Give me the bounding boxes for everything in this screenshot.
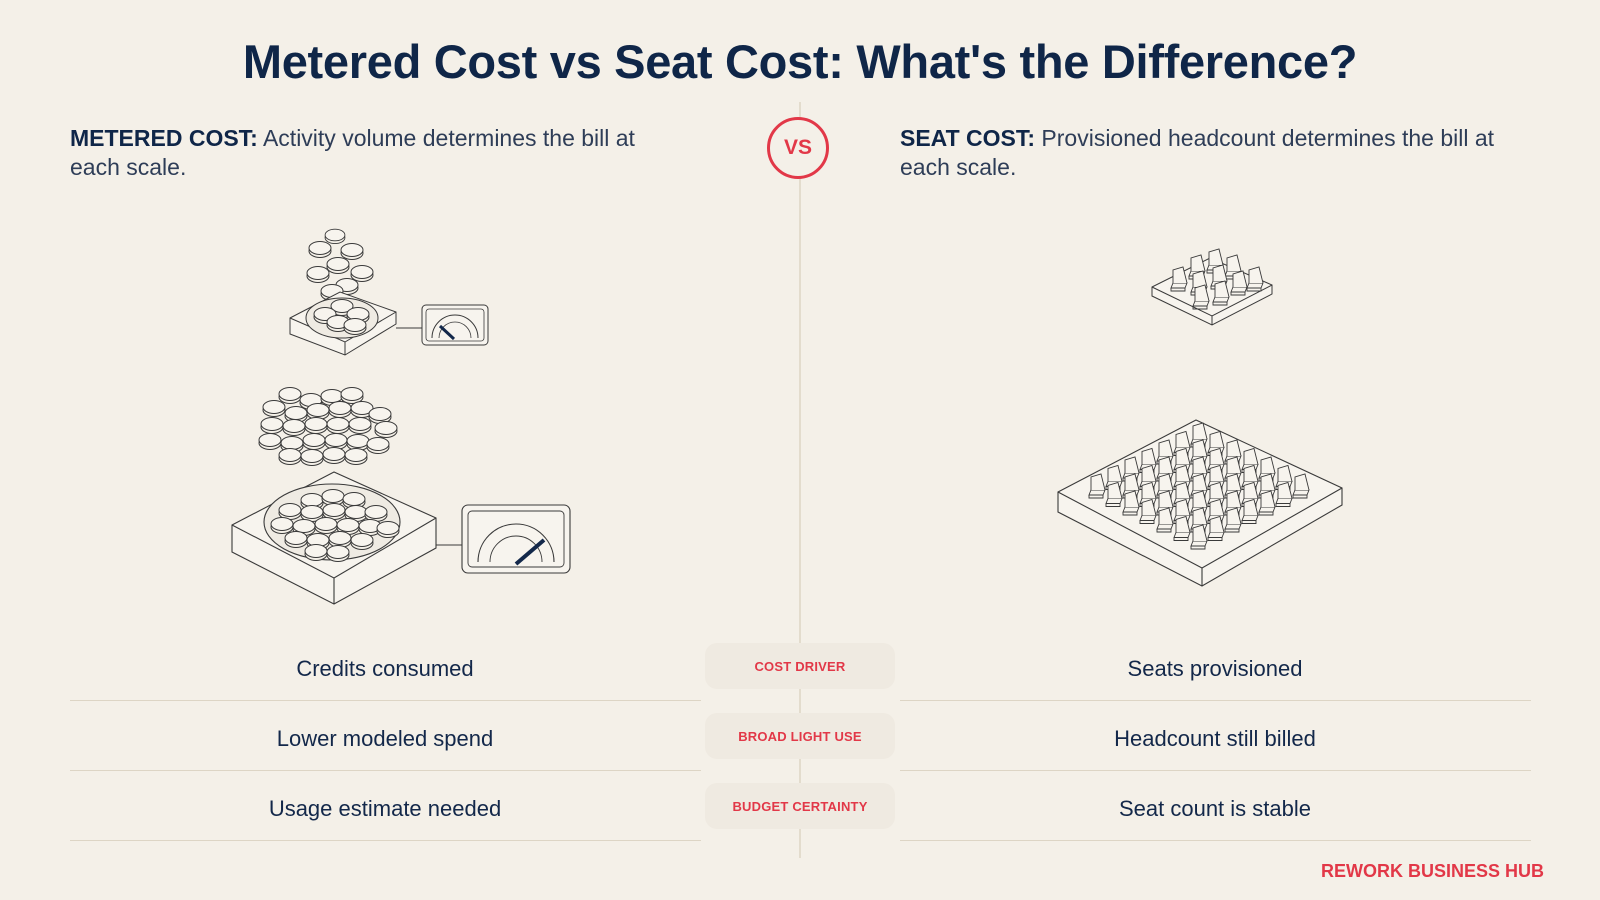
coin-tray-small-icon — [289, 291, 424, 356]
coin-tray-large-icon — [231, 471, 464, 605]
coin-stack-large-icon — [258, 387, 398, 466]
page-title: Metered Cost vs Seat Cost: What's the Di… — [242, 35, 1358, 88]
gauge-large-icon — [461, 504, 571, 574]
seat-heading-text: Provisioned headcount determines the bil… — [900, 125, 1495, 180]
metered-heading-text: Activity volume determines the bill at e… — [70, 125, 635, 180]
row-divider — [900, 700, 1531, 701]
metered-heading: METERED COST: Activity volume determines… — [70, 124, 690, 182]
metered-row-cost-driver: Credits consumed — [296, 656, 474, 681]
coin-stack-small-icon — [306, 228, 374, 301]
brand-logo: REWORK BUSINESS HUB — [1320, 861, 1544, 881]
criterion-budget-certainty: BUDGET CERTAINTY — [705, 783, 895, 829]
row-divider — [70, 770, 701, 771]
row-divider — [70, 700, 701, 701]
metered-row-broad-light-use: Lower modeled spend — [276, 726, 494, 751]
center-divider — [799, 102, 801, 858]
gauge-small-icon — [421, 304, 489, 346]
seat-row-cost-driver: Seats provisioned — [1127, 656, 1303, 681]
seat-platform-small-icon — [1151, 248, 1273, 326]
metered-heading-strong: METERED COST: — [70, 125, 258, 151]
row-divider — [70, 840, 701, 841]
criterion-broad-light-use: BROAD LIGHT USE — [705, 713, 895, 759]
row-divider — [900, 770, 1531, 771]
vs-badge: VS — [767, 117, 829, 179]
seat-heading-strong: SEAT COST: — [900, 125, 1036, 151]
seat-row-broad-light-use: Headcount still billed — [1114, 726, 1316, 751]
row-divider — [900, 840, 1531, 841]
seat-heading: SEAT COST: Provisioned headcount determi… — [900, 124, 1530, 182]
seat-row-budget-certainty: Seat count is stable — [1118, 796, 1311, 821]
criterion-cost-driver: COST DRIVER — [705, 643, 895, 689]
metered-row-budget-certainty: Usage estimate needed — [268, 796, 502, 821]
